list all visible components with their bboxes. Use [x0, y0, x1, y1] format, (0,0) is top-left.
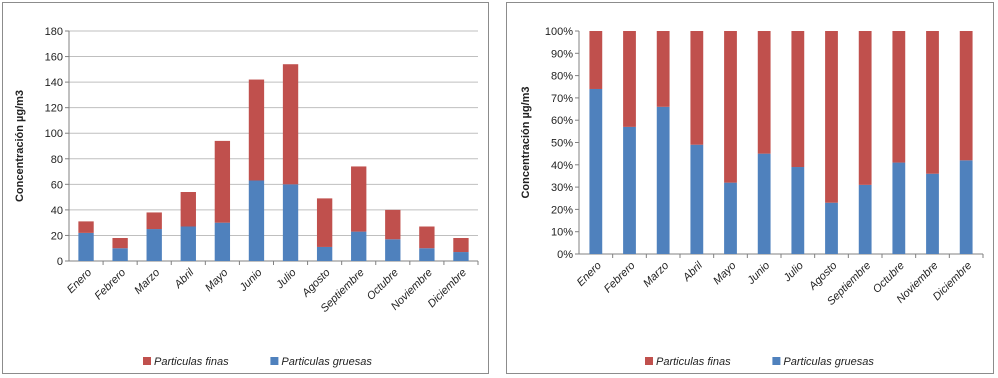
y-tick-label: 0% — [557, 249, 573, 261]
y-tick-label: 140 — [45, 77, 63, 89]
y-tick-label: 20 — [51, 230, 63, 242]
x-tick-label: Febrero — [602, 260, 638, 296]
legend-swatch — [645, 357, 653, 365]
bar-segment — [724, 31, 737, 183]
y-tick-label: 160 — [45, 52, 63, 64]
bar-segment — [589, 31, 603, 89]
bar-segment — [78, 221, 94, 233]
x-tick-label: Mayo — [203, 267, 231, 295]
y-axis-label: Concentración µg/m3 — [520, 86, 532, 198]
y-tick-label: 50% — [551, 138, 573, 150]
bar-segment — [892, 162, 906, 254]
bar-segment — [791, 167, 805, 254]
y-tick-label: 10% — [551, 227, 573, 239]
y-tick-label: 30% — [551, 182, 573, 194]
bar-segment — [180, 226, 196, 261]
bar-segment — [112, 238, 128, 249]
bar-segment — [926, 31, 939, 174]
bar-segment — [419, 248, 435, 261]
y-tick-label: 60 — [51, 179, 63, 191]
bar-segment — [959, 31, 973, 161]
legend-swatch — [772, 357, 781, 365]
bar-segment — [351, 166, 367, 232]
bar-segment — [757, 31, 771, 154]
bar-segment — [316, 246, 333, 261]
bar-segment — [385, 209, 401, 240]
x-tick-label: Mayo — [711, 260, 739, 288]
bar-segment — [825, 31, 838, 203]
bar-segment — [589, 88, 603, 254]
bar-segment — [656, 31, 670, 107]
x-tick-label: Julio — [781, 260, 806, 285]
y-tick-label: 100 — [45, 128, 63, 140]
x-tick-label: Marzo — [641, 260, 671, 290]
x-tick-label: Abril — [680, 259, 705, 284]
y-axis-label: Concentración µg/m3 — [14, 90, 26, 202]
y-tick-label: 60% — [551, 115, 573, 127]
x-tick-label: Enero — [65, 267, 94, 296]
y-tick-label: 70% — [551, 93, 573, 105]
bar-segment — [623, 126, 636, 254]
left-chart-svg: 0 20 40 60 80 100 120 140 160 180 Concentración µg… — [14, 26, 479, 368]
y-tick-label: 20% — [551, 204, 573, 216]
bar-segment — [757, 153, 771, 254]
bar-segment — [453, 238, 469, 253]
legend-label: Particulas gruesas — [281, 356, 372, 368]
y-tick-label: 0 — [57, 256, 63, 268]
legend-swatch — [143, 357, 151, 365]
bar-segment — [858, 184, 872, 254]
bar-segment — [78, 232, 94, 261]
y-tick-label: 40% — [551, 160, 573, 172]
y-tick-label: 100% — [545, 26, 573, 38]
bar-segment — [112, 248, 128, 261]
left-chart-panel: 0 20 40 60 80 100 120 140 160 180 Concentración µg… — [2, 2, 489, 374]
bar-segment — [282, 64, 299, 185]
bar-segment — [892, 31, 906, 163]
bar-segment — [146, 229, 162, 261]
bar-segment — [282, 184, 299, 261]
bar-segment — [385, 239, 401, 261]
bar-segment — [351, 231, 367, 261]
bar-segment — [180, 192, 196, 227]
bar-segment — [248, 79, 265, 181]
legend-label: Particulas finas — [656, 356, 731, 368]
x-tick-label: Julio — [273, 267, 298, 292]
bar-segment — [825, 202, 838, 254]
x-tick-label: Abril — [172, 266, 197, 291]
right-chart-svg: 0% 10% 20% 30% 40% 50% 60% 70% 80% 90% 100% Concent… — [520, 26, 984, 368]
bar-segment — [214, 140, 231, 223]
legend-label: Particulas finas — [154, 356, 229, 368]
bar-segment — [724, 182, 737, 254]
bar-segment — [959, 160, 973, 254]
x-tick-label: Febrero — [93, 267, 129, 303]
bar-segment — [858, 31, 872, 185]
bar-segment — [690, 144, 704, 254]
y-tick-label: 120 — [45, 103, 63, 115]
x-tick-label: Junio — [745, 260, 773, 288]
x-tick-label: Marzo — [132, 267, 162, 297]
bar-segment — [623, 31, 636, 127]
bar-segment — [316, 198, 333, 247]
bar-segment — [146, 212, 162, 230]
x-tick-label: Agosto — [299, 267, 332, 300]
bar-segment — [926, 173, 939, 254]
x-tick-label: Enero — [575, 260, 604, 289]
x-tick-label: Agosto — [806, 260, 839, 293]
bar-segment — [419, 226, 435, 249]
y-tick-label: 180 — [45, 26, 63, 38]
legend-label: Particulas gruesas — [783, 356, 874, 368]
x-tick-label: Junio — [237, 267, 265, 295]
y-tick-label: 40 — [51, 205, 63, 217]
y-tick-label: 80% — [551, 71, 573, 83]
y-tick-label: 90% — [551, 48, 573, 60]
y-tick-label: 80 — [51, 154, 63, 166]
bar-segment — [453, 252, 469, 261]
right-chart-panel: 0% 10% 20% 30% 40% 50% 60% 70% 80% 90% 100% Concent… — [506, 2, 994, 374]
bar-segment — [214, 222, 231, 261]
bar-segment — [656, 106, 670, 254]
bar-segment — [248, 180, 265, 261]
bar-segment — [690, 31, 704, 145]
bar-segment — [791, 31, 805, 168]
legend-swatch — [270, 357, 279, 365]
